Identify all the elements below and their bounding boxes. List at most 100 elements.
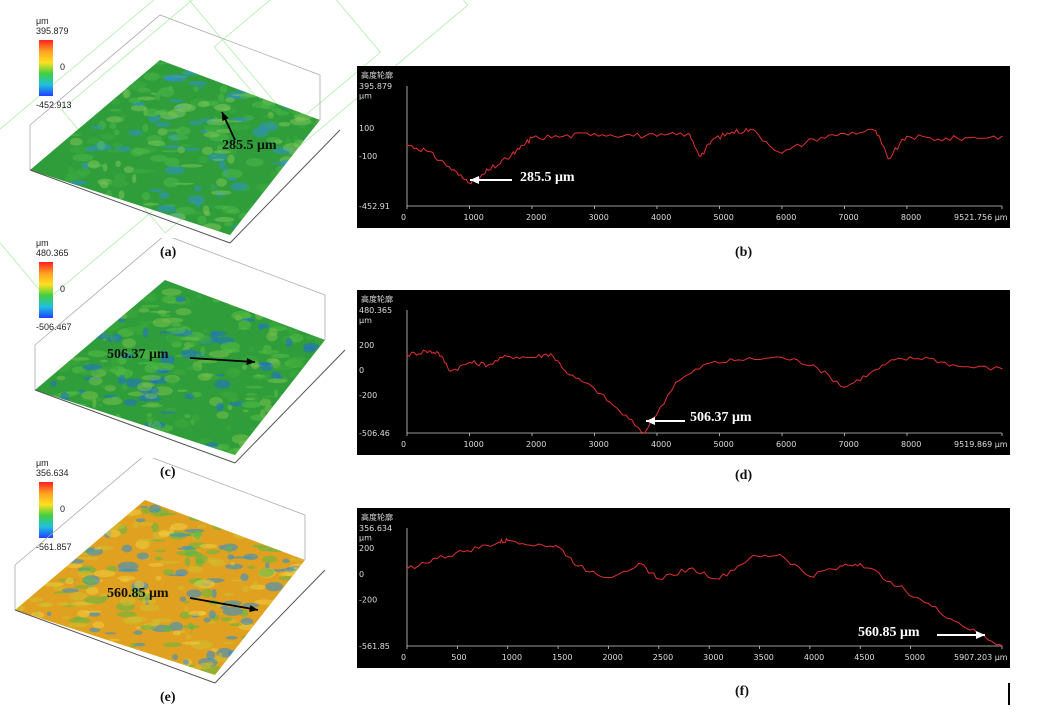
- profile-point: [718, 578, 720, 580]
- profile-point: [781, 152, 783, 154]
- legend-max: 395.879: [36, 26, 69, 36]
- profile-point: [706, 363, 708, 365]
- y-tick-label: 480.365: [359, 306, 392, 315]
- profile-point: [607, 577, 610, 579]
- depth-annotation: 560.85 μm: [107, 586, 169, 601]
- profile-point: [568, 374, 571, 376]
- y-tick-label: μm: [359, 92, 372, 101]
- profile-point: [809, 575, 811, 577]
- profile-point: [531, 356, 533, 359]
- x-tick-label: 1000: [464, 440, 484, 449]
- x-tick-label: 9521.756 μm: [954, 213, 1008, 222]
- x-tick-label: 6000: [776, 213, 796, 222]
- x-tick-label: 7000: [838, 213, 858, 222]
- profile-point: [406, 144, 408, 146]
- profile-point: [920, 598, 922, 601]
- x-tick-label: 1500: [552, 653, 572, 662]
- profile-point: [450, 370, 452, 372]
- color-legend: μm 480.365 0 -506.467: [36, 238, 96, 348]
- profile-point: [868, 373, 871, 375]
- profile-point: [487, 364, 489, 366]
- x-tick-label: 2000: [526, 440, 546, 449]
- legend-color-bar: [39, 40, 53, 96]
- legend-mid: 0: [60, 504, 66, 514]
- profile-point: [781, 356, 783, 359]
- y-tick-label: 356.634: [359, 524, 392, 533]
- legend-min: -561.857: [36, 542, 72, 552]
- profile-point: [843, 132, 846, 135]
- y-tick-label: μm: [359, 533, 372, 542]
- x-tick-label: 2500: [653, 653, 673, 662]
- depth-annotation: 285.5 μm: [520, 170, 575, 185]
- profile-line: [406, 127, 1003, 185]
- x-tick-label: 500: [451, 653, 466, 662]
- profile-point: [843, 386, 846, 388]
- legend-mid: 0: [60, 62, 66, 72]
- y-tick-label: -561.85: [359, 642, 390, 651]
- profile-point: [518, 148, 521, 150]
- legend-min: -506.467: [36, 322, 72, 332]
- x-tick-label: 3000: [589, 440, 609, 449]
- profile-point: [466, 550, 469, 552]
- chart-title: 高度轮廓: [361, 512, 393, 522]
- depth-annotation: 285.5 μm: [222, 138, 277, 153]
- legend-unit: μm: [36, 458, 49, 468]
- profile-point: [700, 155, 702, 157]
- profile-point: [956, 365, 958, 367]
- profile-line: [406, 349, 1003, 434]
- x-tick-label: 3000: [588, 213, 608, 222]
- profile-point: [425, 350, 427, 352]
- profile-point: [537, 543, 539, 545]
- profile-point: [593, 132, 596, 135]
- profile-point: [875, 130, 877, 132]
- y-tick-label: 100: [359, 124, 374, 133]
- profile-point: [437, 351, 439, 354]
- panel-caption: (f): [735, 684, 749, 699]
- surface-3d-plot: [0, 14, 350, 254]
- profile-point: [893, 359, 896, 361]
- depth-annotation: 506.37 μm: [690, 410, 752, 425]
- profile-point: [506, 355, 508, 357]
- panel-caption: (c): [160, 465, 176, 480]
- profile-point: [468, 361, 471, 363]
- y-tick-label: μm: [359, 316, 372, 325]
- profile-point: [687, 132, 689, 135]
- profile-point: [562, 135, 564, 137]
- x-tick-label: 4500: [854, 653, 874, 662]
- x-tick-label: 6000: [776, 440, 796, 449]
- y-tick-label: -200: [359, 391, 377, 400]
- x-tick-label: 2000: [526, 213, 546, 222]
- x-tick-label: 5907.203 μm: [954, 653, 1008, 662]
- x-tick-label: 5000: [714, 440, 734, 449]
- x-tick-label: 0: [401, 653, 406, 662]
- profile-point: [557, 546, 559, 548]
- profile-point: [462, 178, 464, 180]
- x-tick-label: 2000: [602, 653, 622, 662]
- legend-max: 480.365: [36, 248, 69, 258]
- profile-point: [406, 568, 408, 570]
- x-tick-label: 7000: [839, 440, 859, 449]
- profile-point: [812, 364, 814, 366]
- profile-point: [507, 539, 509, 542]
- x-tick-label: 8000: [901, 440, 921, 449]
- legend-max: 356.634: [36, 468, 69, 478]
- profile-point: [593, 387, 596, 390]
- x-tick-label: 5000: [713, 213, 733, 222]
- profile-point: [937, 138, 939, 140]
- profile-point: [839, 565, 841, 567]
- chart-title: 高度轮廓: [361, 70, 393, 80]
- profile-point: [859, 562, 861, 565]
- profile-point: [550, 353, 552, 355]
- x-tick-label: 0: [401, 213, 406, 222]
- surface-mesh: [35, 280, 325, 455]
- y-tick-label: -506.46: [359, 429, 390, 438]
- height-profile-chart: 高度轮廓 356.634 μm 200 0 -200 -561.85 0 500 1000 1500…: [357, 508, 1010, 668]
- edge-line: [1008, 683, 1010, 705]
- x-tick-label: 1000: [502, 653, 522, 662]
- x-tick-label: 4000: [804, 653, 824, 662]
- y-tick-label: 200: [359, 544, 374, 553]
- y-tick-label: -452.91: [359, 202, 390, 211]
- profile-point: [812, 138, 814, 140]
- depth-annotation: 560.85 μm: [858, 625, 920, 640]
- profile-point: [968, 137, 970, 139]
